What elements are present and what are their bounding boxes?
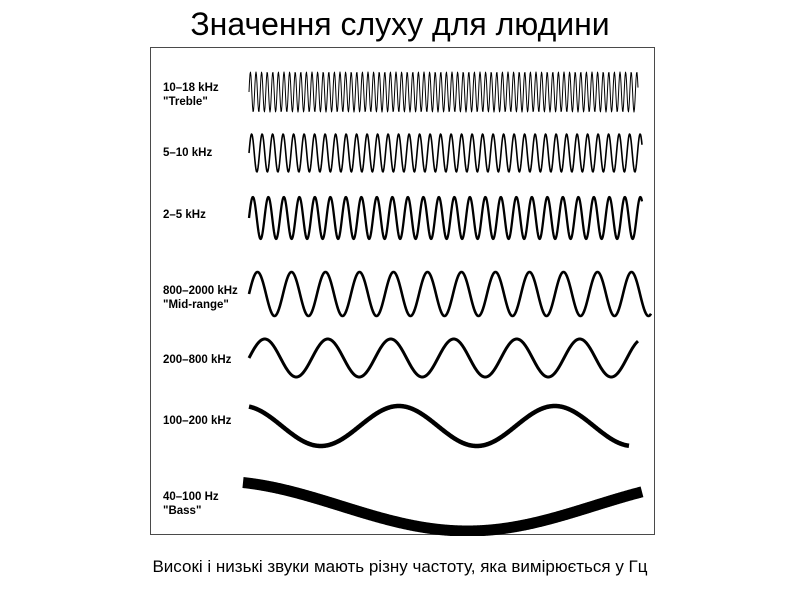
band-label-mid-range: 800–2000 kHz "Mid-range" — [163, 284, 255, 312]
band-name: "Treble" — [163, 96, 208, 108]
band-label-bass: 40–100 Hz "Bass" — [163, 490, 255, 518]
band-name: "Bass" — [163, 505, 202, 517]
band-label-2-5: 2–5 kHz — [163, 208, 255, 222]
wave-100-200 — [247, 403, 631, 449]
band-range: 40–100 Hz — [163, 491, 219, 503]
wave-5-10 — [248, 133, 643, 173]
wave-2-5 — [247, 195, 644, 241]
band-range: 200–800 kHz — [163, 354, 232, 366]
band-range: 100–200 kHz — [163, 415, 232, 427]
wave-200-800 — [247, 337, 640, 379]
slide-title: Значення слуху для людини — [190, 6, 610, 42]
band-label-100-200: 100–200 kHz — [163, 414, 255, 428]
wave-bass — [238, 477, 647, 536]
wave-treble — [248, 71, 639, 113]
wave-mid-range — [247, 270, 653, 318]
band-name: "Mid-range" — [163, 299, 229, 311]
band-label-5-10: 5–10 kHz — [163, 146, 255, 160]
waveform-panel: 10–18 kHz "Treble" 5–10 kHz 2–5 kHz 800–… — [150, 47, 655, 536]
band-range: 10–18 kHz — [163, 82, 219, 94]
band-range: 800–2000 kHz — [163, 285, 238, 297]
waveform-diagram — [238, 71, 653, 536]
band-range: 2–5 kHz — [163, 209, 206, 221]
band-label-200-800: 200–800 kHz — [163, 353, 255, 367]
band-label-treble: 10–18 kHz "Treble" — [163, 81, 255, 109]
slide-caption: Високі і низькі звуки мають різну частот… — [152, 557, 648, 576]
band-range: 5–10 kHz — [163, 147, 213, 159]
